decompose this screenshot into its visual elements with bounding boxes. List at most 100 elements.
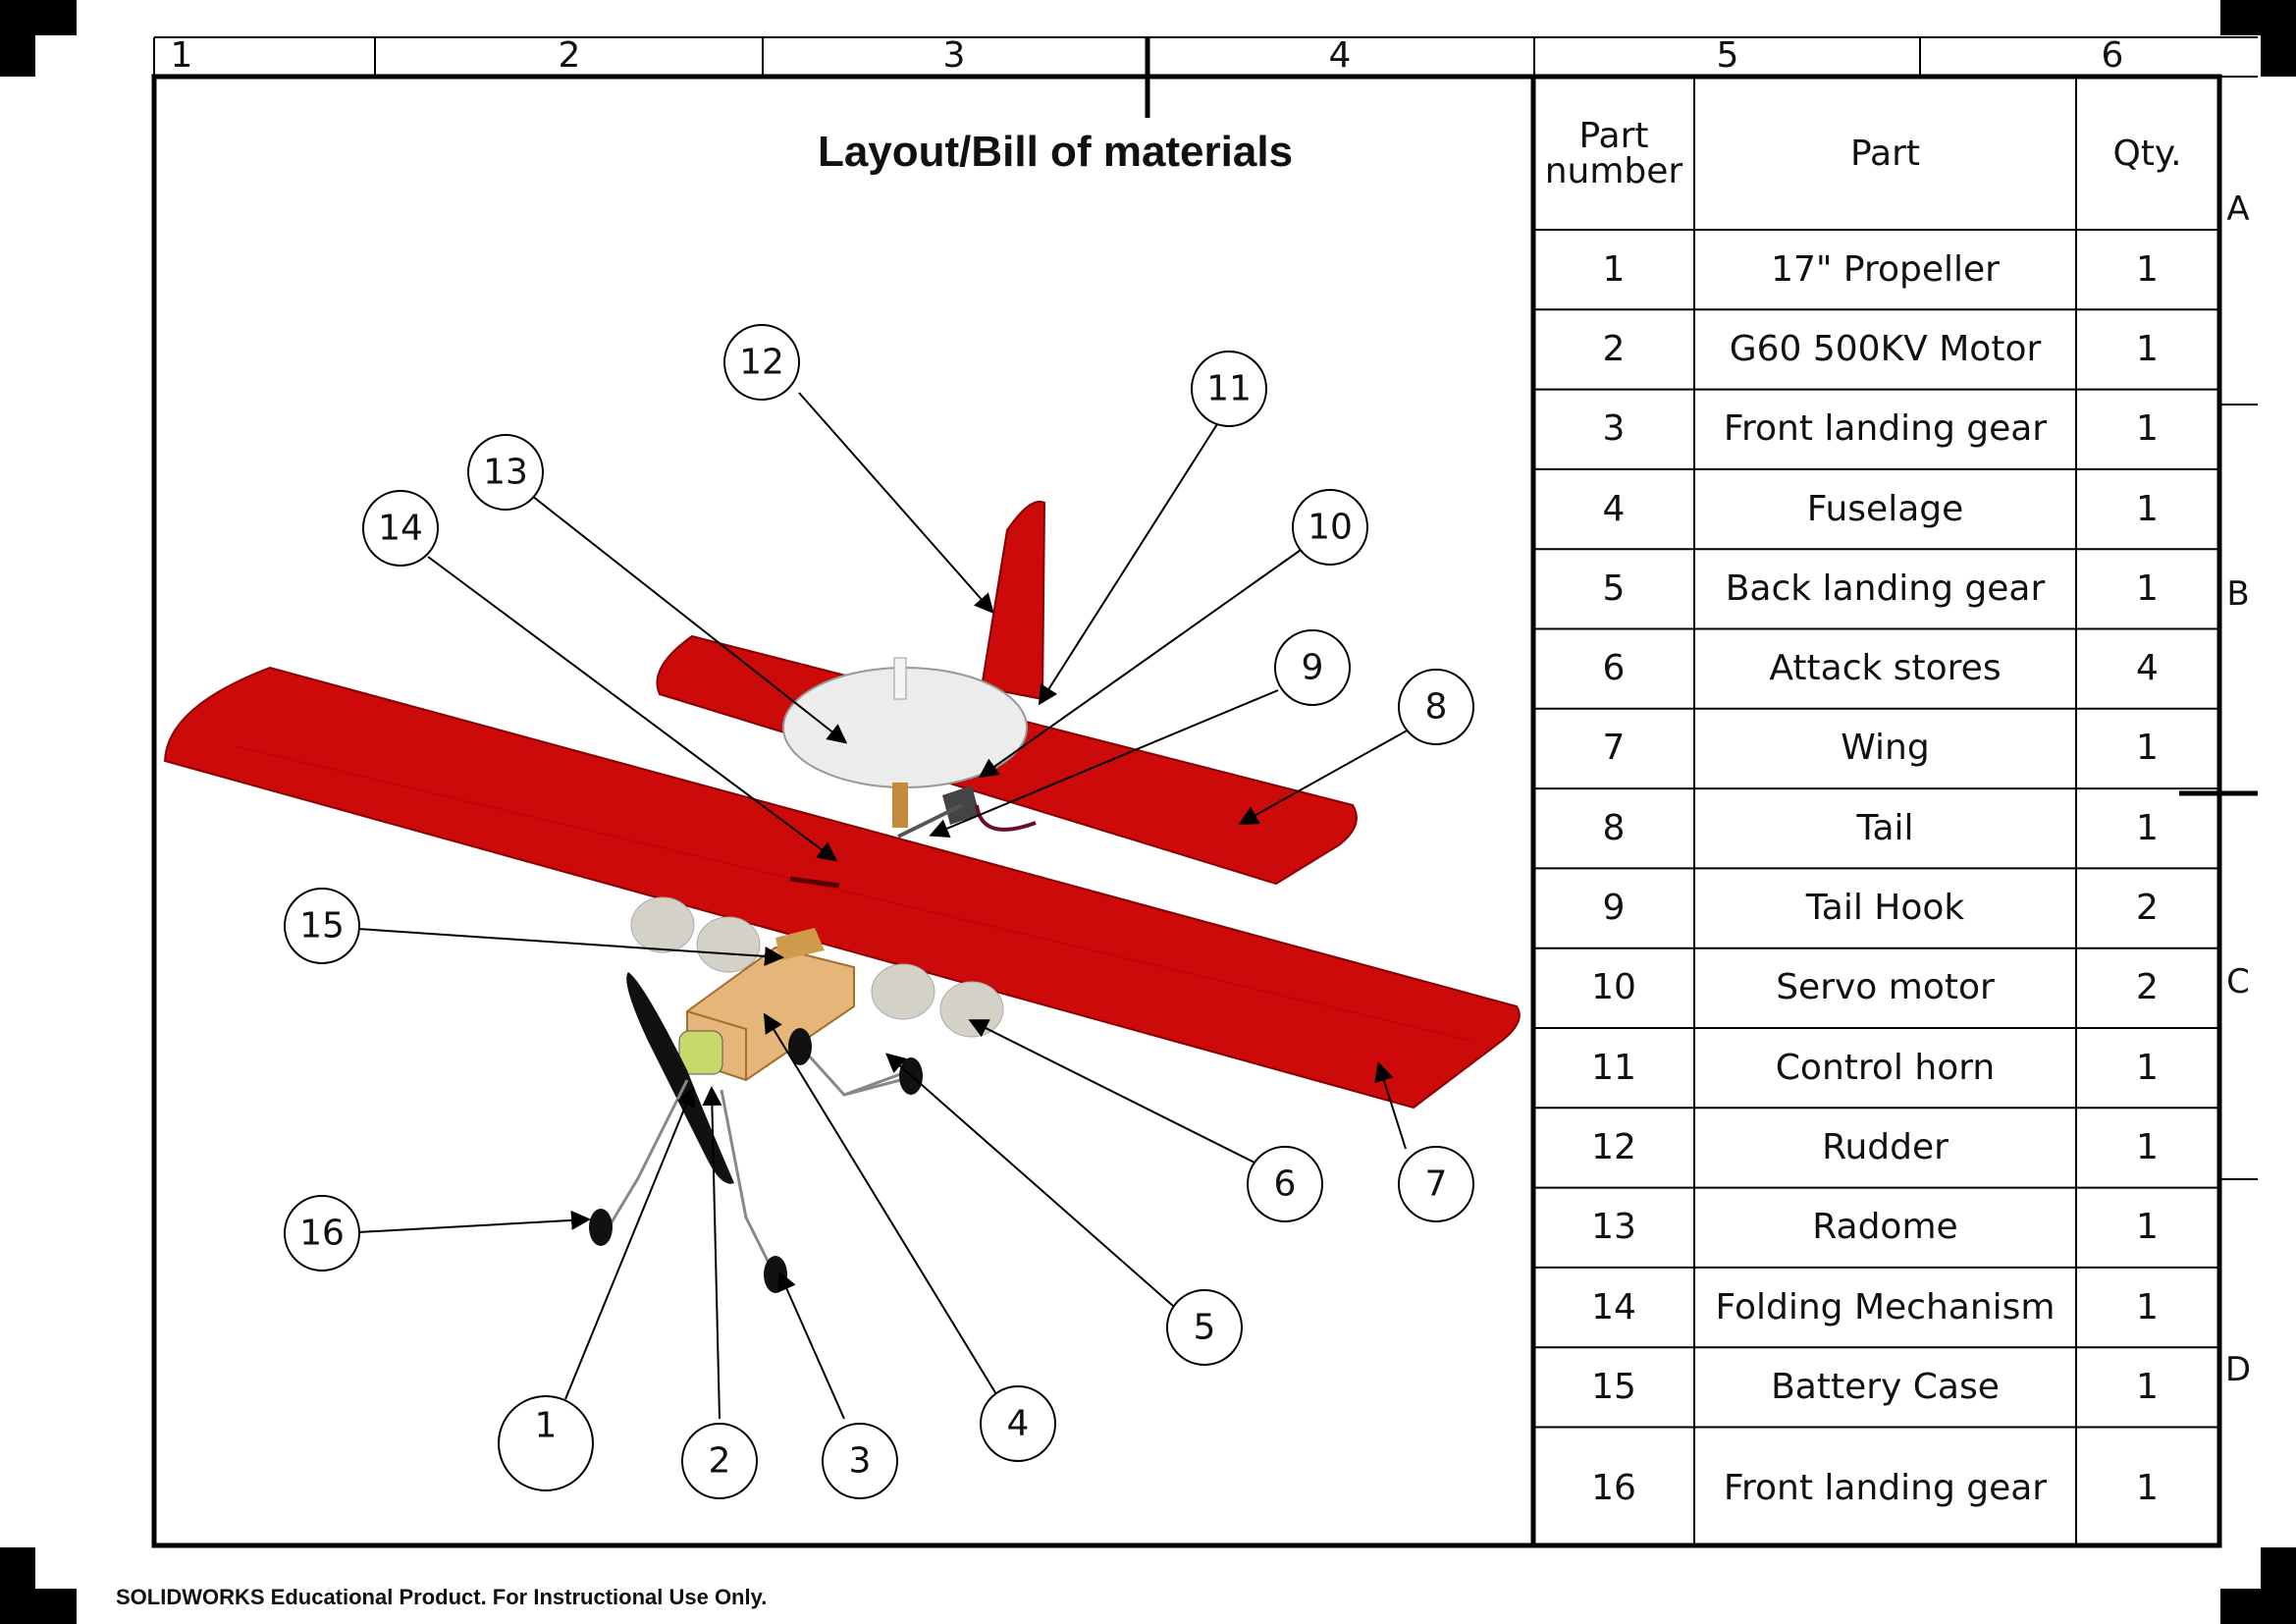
zone-label-5: 5 [1716,35,1739,76]
balloon-label-7: 7 [1425,1164,1448,1205]
balloon-1 [498,1395,594,1491]
balloon-3 [822,1423,898,1499]
balloon-5 [1166,1289,1243,1366]
bom-row: 5 Back landing gear 1 [1533,549,2218,628]
balloon-13 [467,434,544,511]
bom-cell-part: G60 500KV Motor [1729,328,2042,369]
zone-label-6: 6 [2101,35,2124,76]
motor [678,1030,723,1075]
bom-cell-part-number: 3 [1602,408,1626,450]
bom-cell-part-number: 4 [1602,488,1626,529]
bom-cell-part-number: 1 [1602,248,1626,290]
balloon-4 [980,1385,1056,1462]
bom-cell-part-number: 14 [1591,1286,1636,1327]
bom-row: 4 Fuselage 1 [1533,469,2218,549]
balloon-2 [681,1423,758,1499]
balloon-12 [723,324,800,401]
bom-cell-part: Rudder [1822,1126,1949,1167]
zone-label-3: 3 [942,35,966,76]
balloon-label-9: 9 [1302,648,1324,688]
radome-mast [892,783,908,828]
bom-row: 3 Front landing gear 1 [1533,390,2218,469]
balloon-15 [284,888,360,964]
rudder [980,500,1046,701]
attack-store [871,963,935,1020]
radome-stem [893,657,907,700]
bom-cell-part-number: 2 [1602,328,1626,369]
drawing-title: Layout/Bill of materials [817,128,1294,176]
balloon-label-2: 2 [709,1441,731,1482]
bom-cell-part: Attack stores [1769,648,2002,689]
bom-cell-part-number: 6 [1602,648,1626,689]
bom-cell-part: Fuselage [1806,488,1964,529]
bom-row: 14 Folding Mechanism 1 [1533,1268,2218,1347]
bom-row: 2 G60 500KV Motor 1 [1533,309,2218,389]
balloon-14 [362,490,439,567]
bom-header-part: Part [1849,133,1921,174]
front-landing-gear [607,1079,689,1228]
bom-cell-qty: 1 [2136,1286,2159,1327]
balloon-label-11: 11 [1206,369,1252,409]
zone-label-b: B [2226,574,2250,614]
balloon-7 [1398,1146,1474,1222]
balloon-label-5: 5 [1194,1308,1216,1348]
balloon-10 [1292,489,1368,566]
footer-educational-notice: SOLIDWORKS Educational Product. For Inst… [116,1585,768,1609]
bom-cell-qty: 2 [2136,967,2159,1008]
bom-cell-part-number: 15 [1591,1366,1636,1407]
bom-cell-part-number: 7 [1602,728,1626,769]
balloon-6 [1247,1146,1323,1222]
balloon-8 [1398,669,1474,745]
balloon-label-10: 10 [1308,508,1353,548]
bom-cell-qty: 1 [2136,1468,2159,1508]
balloon-11 [1191,351,1267,427]
zone-label-c: C [2226,962,2250,1001]
bom-cell-part-number: 8 [1602,807,1626,848]
balloon-label-12: 12 [739,343,784,383]
bom-row: 16 Front landing gear 1 [1533,1428,2218,1550]
zone-label-a: A [2226,189,2250,229]
bom-cell-qty: 1 [2136,1047,2159,1088]
bom-header-qty: Qty. [2112,133,2182,174]
battery-case [775,928,825,960]
bom-cell-part: Tail [1856,807,1914,848]
bom-cell-qty: 1 [2136,1126,2159,1167]
bom-row: 13 Radome 1 [1533,1188,2218,1268]
balloon-label-6: 6 [1274,1164,1297,1205]
zone-label-2: 2 [558,35,581,76]
wheel [589,1209,613,1246]
bom-cell-qty: 4 [2136,648,2159,689]
bom-cell-qty: 1 [2136,728,2159,769]
attack-store [630,896,695,953]
balloon-label-1: 1 [535,1406,558,1446]
bom-cell-part-number: 11 [1591,1047,1636,1088]
bom-cell-qty: 1 [2136,328,2159,369]
balloon-16 [284,1195,360,1272]
balloon-label-4: 4 [1007,1404,1030,1444]
bom-row: 7 Wing 1 [1533,709,2218,788]
bom-cell-qty: 1 [2136,488,2159,529]
balloon-label-13: 13 [483,453,528,493]
bom-cell-qty: 1 [2136,568,2159,609]
bom-cell-part: Battery Case [1771,1366,2000,1407]
bom-row: 9 Tail Hook 2 [1533,868,2218,947]
bom-cell-part-number: 12 [1591,1126,1636,1167]
bom-row: 10 Servo motor 2 [1533,948,2218,1028]
bom-cell-part-number: 9 [1602,888,1626,929]
balloon-label-8: 8 [1425,687,1448,728]
balloon-label-14: 14 [378,509,423,549]
main-wing [163,666,1521,1110]
zone-label-4: 4 [1328,35,1352,76]
bom-header-row: Part number Part Qty. [1533,79,2218,229]
balloon-label-16: 16 [299,1214,345,1254]
folding-mechanism [789,876,840,889]
attack-store [696,916,761,973]
bom-cell-part-number: 5 [1602,568,1626,609]
bom-cell-part: Front landing gear [1723,408,2048,450]
bom-cell-part-number: 16 [1591,1468,1636,1508]
bom-cell-part: Tail Hook [1805,888,1965,929]
bom-cell-part: Folding Mechanism [1715,1286,2056,1327]
tail-hook-wire [975,804,1037,832]
bom-cell-qty: 2 [2136,888,2159,929]
